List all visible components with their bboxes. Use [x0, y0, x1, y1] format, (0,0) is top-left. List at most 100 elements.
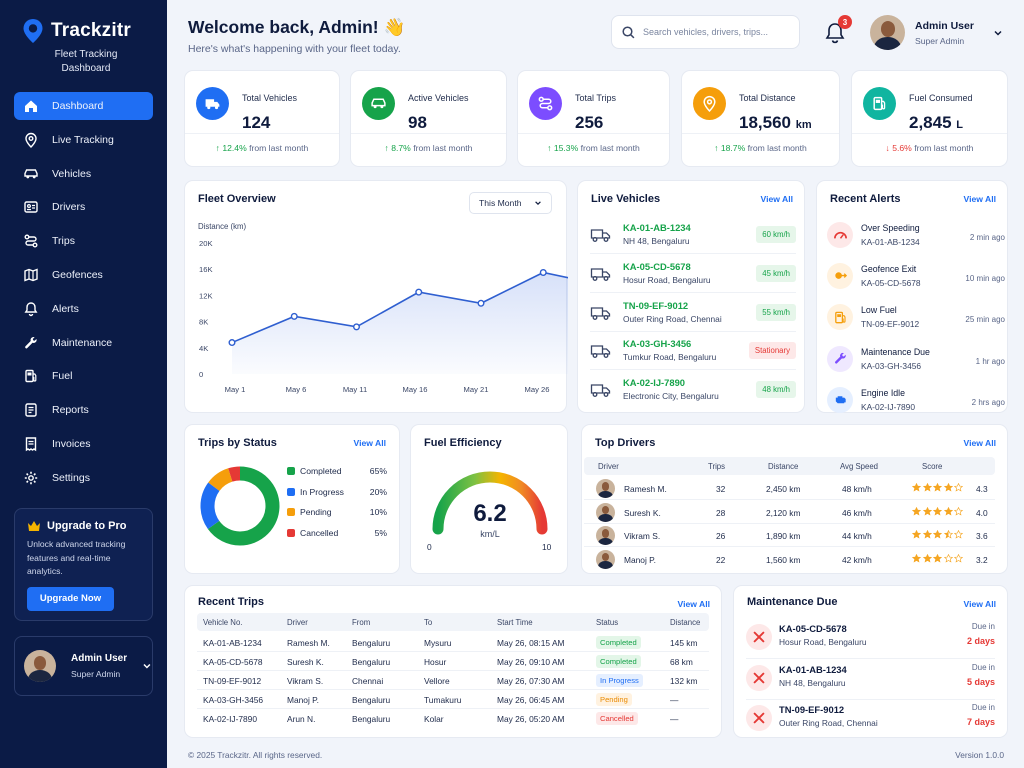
chart-point[interactable]	[415, 288, 423, 296]
col-avg-speed: Avg Speed	[840, 462, 879, 471]
table-row[interactable]: KA-01-AB-1234 Ramesh M. Bengaluru Mysuru May…	[197, 633, 709, 652]
sidebar-item-drivers[interactable]: Drivers	[14, 193, 153, 221]
donut-slice-cancelled[interactable]	[200, 466, 280, 546]
sidebar-item-maintenance[interactable]: Maintenance	[14, 329, 153, 357]
wrench-icon	[25, 336, 37, 348]
alert-row[interactable]: Geofence Exit KA-05-CD-5678 10 min ago	[827, 258, 1005, 299]
stat-change-foot: from last month	[249, 143, 309, 153]
recent-alerts-view-all[interactable]: View All	[963, 194, 996, 204]
sidebar-item-settings[interactable]: Settings	[14, 464, 153, 492]
recent-alerts-card: Recent Alerts View All Over Speeding KA-0…	[816, 180, 1008, 413]
x-tick-label: May 11	[343, 385, 367, 394]
wrench-screwdriver-icon	[753, 712, 765, 724]
chevron-down-icon[interactable]	[993, 28, 1003, 38]
alert-row[interactable]: Engine Idle KA-02-IJ-7890 2 hrs ago	[827, 382, 1005, 423]
trip-to: Mysuru	[424, 638, 452, 648]
star-icon	[954, 483, 963, 492]
table-row[interactable]: KA-05-CD-5678 Suresh K. Bengaluru Hosur May …	[197, 652, 709, 671]
live-vehicle-row[interactable]: KA-01-AB-1234 NH 48, Bengaluru 60 km/h	[590, 216, 796, 254]
chart-point[interactable]	[477, 299, 485, 307]
stat-value: 124	[242, 113, 271, 132]
stat-card-active-vehicles[interactable]: Active Vehicles 98 ↑ 8.7% from last month	[350, 70, 507, 167]
donut-slice-in-progress[interactable]	[200, 466, 280, 546]
col-score: Score	[922, 462, 943, 471]
stat-card-total-distance[interactable]: Total Distance 18,560 km ↑ 18.7% from last…	[681, 70, 840, 167]
alert-time: 2 min ago	[969, 233, 1005, 242]
table-row[interactable]: TN-09-EF-9012 Vikram S. Chennai Vellore May …	[197, 671, 709, 690]
stat-change: ↓ 5.6% from last month	[852, 133, 1007, 153]
driver-rating-stars	[912, 553, 965, 565]
alert-row[interactable]: Over Speeding KA-01-AB-1234 2 min ago	[827, 217, 1005, 258]
maintenance-plate: KA-01-AB-1234	[779, 663, 847, 675]
sidebar-item-dashboard[interactable]: Dashboard	[14, 92, 153, 120]
table-row[interactable]: Vikram S. 26 1,890 km 44 km/h 3.6	[584, 524, 995, 547]
driver-avg-speed: 48 km/h	[842, 484, 872, 494]
table-row[interactable]: KA-03-GH-3456 Manoj P. Bengaluru Tumakuru Ma…	[197, 690, 709, 709]
live-vehicle-row[interactable]: KA-05-CD-5678 Hosur Road, Bengaluru 45 km/…	[590, 255, 796, 293]
stat-card-total-trips[interactable]: Total Trips 256 ↑ 15.3% from last month	[517, 70, 670, 167]
upgrade-now-button[interactable]: Upgrade Now	[27, 586, 114, 611]
maintenance-row[interactable]: TN-09-EF-9012 Outer Ring Road, Chennai Due…	[746, 699, 995, 740]
trip-from: Bengaluru	[352, 657, 391, 667]
stat-card-fuel-consumed[interactable]: Fuel Consumed 2,845 L ↓ 5.6% from last mon…	[851, 70, 1008, 167]
fuel-icon	[834, 311, 846, 324]
maintenance-due-view-all[interactable]: View All	[963, 599, 996, 609]
alert-row[interactable]: Low Fuel TN-09-EF-9012 25 min ago	[827, 299, 1005, 340]
maintenance-row[interactable]: KA-05-CD-5678 Hosur Road, Bengaluru Due in…	[746, 618, 995, 659]
chart-point[interactable]	[228, 339, 236, 347]
period-select[interactable]: This Month	[469, 192, 552, 214]
avatar	[596, 502, 615, 522]
live-vehicle-row[interactable]: KA-03-GH-3456 Tumkur Road, Bengaluru Stati…	[590, 332, 796, 371]
upgrade-title-text: Upgrade to Pro	[47, 520, 127, 532]
sidebar-item-live-tracking[interactable]: Live Tracking	[14, 126, 153, 154]
live-vehicles-view-all[interactable]: View All	[760, 194, 793, 204]
star-icon	[922, 530, 932, 539]
header-user-name: Admin User	[915, 19, 974, 32]
y-tick-label: 0	[199, 370, 203, 379]
sidebar-item-alerts[interactable]: Alerts	[14, 295, 153, 323]
top-drivers-view-all[interactable]: View All	[963, 438, 996, 448]
stat-change-value: 12.4%	[222, 143, 247, 153]
table-row[interactable]: Suresh K. 28 2,120 km 46 km/h 4.0	[584, 501, 995, 524]
stat-card-total-vehicles[interactable]: Total Vehicles 124 ↑ 12.4% from last month	[184, 70, 340, 167]
sidebar-item-reports[interactable]: Reports	[14, 396, 153, 424]
chart-point[interactable]	[539, 268, 547, 276]
fleet-overview-chart: 0 4K 8K 12K 16K 20K May 1 May 6 May 11 May 16 May …	[199, 239, 568, 394]
sidebar-item-fuel[interactable]: Fuel	[14, 362, 153, 390]
recent-trips-view-all[interactable]: View All	[677, 599, 710, 609]
live-vehicle-row[interactable]: KA-02-IJ-7890 Electronic City, Bengaluru 4…	[590, 371, 796, 409]
driver-score: 3.2	[976, 554, 988, 565]
sidebar-item-invoices[interactable]: Invoices	[14, 430, 153, 458]
live-vehicles-title: Live Vehicles	[591, 193, 661, 205]
legend-swatch	[287, 529, 295, 538]
chevron-down-icon[interactable]	[142, 661, 152, 671]
trips-by-status-view-all[interactable]: View All	[353, 438, 386, 448]
chart-point[interactable]	[290, 312, 298, 320]
stat-change-foot: from last month	[747, 143, 807, 153]
table-row[interactable]: KA-02-IJ-7890 Arun N. Bengaluru Kolar May 26…	[197, 709, 709, 728]
col-distance: Distance	[768, 462, 799, 471]
footer-version: Version 1.0.0	[955, 750, 1004, 760]
legend-label: Cancelled	[300, 528, 339, 539]
alert-row[interactable]: Maintenance Due KA-03-GH-3456 1 hr ago	[827, 341, 1005, 382]
arrow-up-icon: ↑	[384, 143, 392, 153]
fuel-icon	[25, 370, 37, 383]
legend-pct: 20%	[369, 486, 387, 497]
chart-point[interactable]	[352, 323, 360, 331]
maintenance-row[interactable]: KA-01-AB-1234 NH 48, Bengaluru Due in 5 day…	[746, 659, 995, 700]
header-user-menu[interactable]: Admin User Super Admin	[870, 15, 1003, 50]
search-input[interactable]: Search vehicles, drivers, trips...	[611, 15, 800, 49]
live-vehicle-row[interactable]: TN-09-EF-9012 Outer Ring Road, Chennai 55 …	[590, 294, 796, 332]
avatar	[596, 549, 615, 569]
table-row[interactable]: Ramesh M. 32 2,450 km 48 km/h 4.3	[584, 477, 995, 500]
sidebar-item-vehicles[interactable]: Vehicles	[14, 160, 153, 188]
chart-ylabel: Distance (km)	[198, 222, 247, 231]
sidebar-item-geofences[interactable]: Geofences	[14, 261, 153, 289]
app-logo[interactable]: Trackzitr	[22, 18, 131, 44]
sidebar-user-card[interactable]: Admin User Super Admin	[14, 636, 153, 696]
table-row[interactable]: Manoj P. 22 1,560 km 42 km/h 3.2	[584, 548, 995, 571]
sidebar-item-trips[interactable]: Trips	[14, 227, 153, 255]
wrench-screwdriver-icon	[753, 672, 765, 683]
trips-by-status-card: Trips by Status View All Completed 65% In …	[184, 424, 400, 574]
avatar	[870, 15, 905, 50]
